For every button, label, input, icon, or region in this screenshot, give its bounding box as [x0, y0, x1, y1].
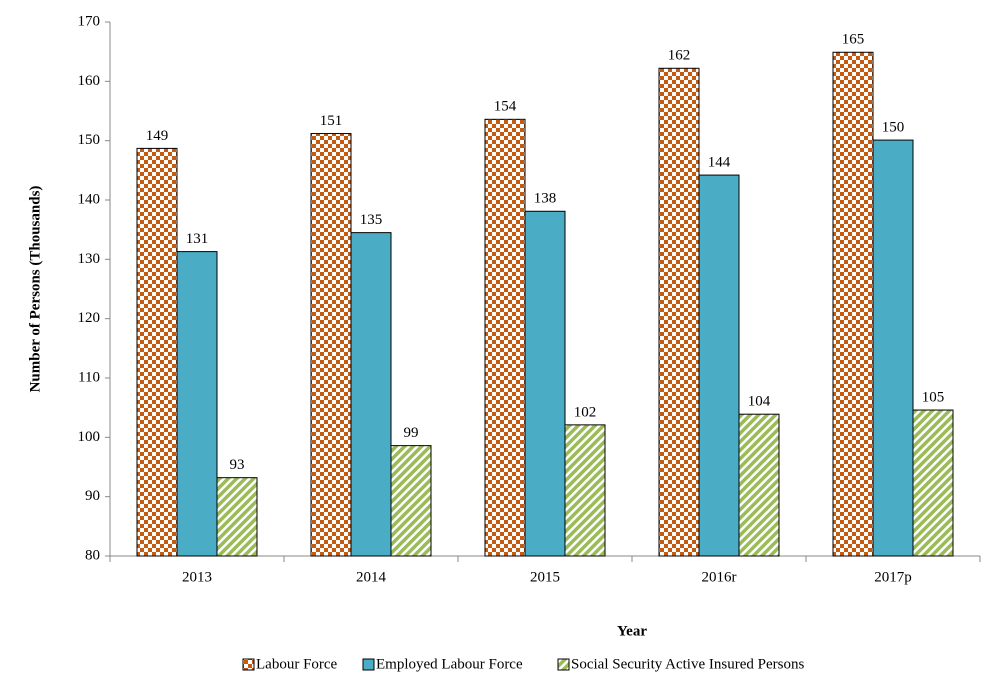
y-tick-label: 140: [78, 191, 101, 207]
y-tick-label: 120: [78, 310, 101, 326]
value-label: 165: [842, 32, 865, 48]
value-label: 154: [494, 99, 517, 115]
x-tick-label: 2016r: [702, 569, 737, 585]
value-label: 138: [534, 191, 557, 207]
y-tick-label: 160: [78, 73, 101, 89]
bar: [136, 147, 178, 557]
bar: [216, 477, 258, 557]
bar: [698, 174, 740, 557]
value-label: 105: [922, 389, 945, 405]
value-label: 150: [882, 120, 905, 136]
bar: [524, 210, 566, 557]
bar: [872, 139, 914, 557]
bar: [912, 409, 954, 557]
y-tick-label: 100: [78, 429, 101, 445]
legend-label: Labour Force: [256, 656, 338, 672]
value-label: 99: [404, 425, 419, 441]
bar: [658, 67, 700, 557]
value-label: 144: [708, 155, 731, 171]
value-label: 151: [320, 113, 343, 129]
y-tick-label: 130: [78, 251, 101, 267]
value-label: 149: [146, 128, 169, 144]
bar: [484, 118, 526, 557]
x-tick-label: 2013: [182, 569, 212, 585]
x-tick-label: 2014: [356, 569, 387, 585]
y-tick-label: 90: [85, 488, 100, 504]
legend-swatch: [242, 658, 255, 671]
x-tick-label: 2015: [530, 569, 560, 585]
legend-label: Social Security Active Insured Persons: [571, 656, 804, 672]
y-tick-label: 170: [78, 13, 101, 29]
bar: [350, 232, 392, 557]
y-axis-title: Number of Persons (Thousands): [27, 186, 43, 393]
value-label: 93: [230, 457, 245, 473]
bar: [390, 445, 432, 557]
value-label: 131: [186, 231, 209, 247]
value-label: 162: [668, 48, 691, 64]
y-tick-label: 80: [85, 547, 100, 563]
legend-label: Employed Labour Force: [376, 656, 523, 672]
x-tick-label: 2017p: [874, 569, 912, 585]
bar: [832, 51, 874, 557]
y-tick-label: 150: [78, 132, 101, 148]
x-axis-title: Year: [617, 623, 647, 639]
legend-swatch: [362, 658, 375, 671]
value-label: 135: [360, 212, 383, 228]
legend-swatch: [557, 658, 570, 671]
bar: [738, 413, 780, 557]
value-label: 104: [748, 394, 771, 410]
bar: [564, 424, 606, 557]
y-tick-label: 110: [78, 369, 100, 385]
bar: [310, 133, 352, 557]
value-label: 102: [574, 404, 597, 420]
bar: [176, 251, 218, 557]
